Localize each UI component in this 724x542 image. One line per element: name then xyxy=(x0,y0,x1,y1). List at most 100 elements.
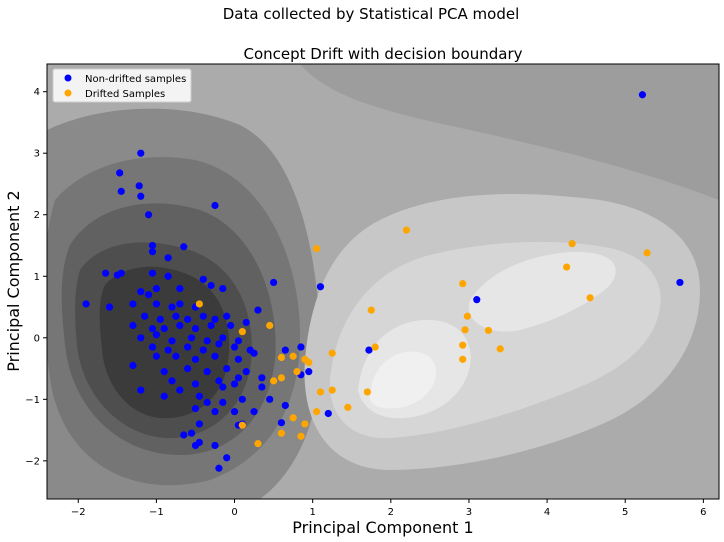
y-tick-label: 3 xyxy=(34,149,40,160)
non-drifted-point-74 xyxy=(234,374,243,382)
drifted-point-10 xyxy=(238,421,246,429)
non-drifted-point-14 xyxy=(148,269,157,277)
non-drifted-point-110 xyxy=(316,283,325,291)
drifted-point-28 xyxy=(461,326,469,334)
non-drifted-point-43 xyxy=(227,321,235,330)
non-drifted-point-10 xyxy=(164,254,172,262)
non-drifted-point-69 xyxy=(223,364,231,373)
x-tick-label: −1 xyxy=(149,507,164,518)
drifted-point-32 xyxy=(496,345,504,353)
non-drifted-point-32 xyxy=(172,312,180,320)
drifted-point-34 xyxy=(568,240,576,248)
drifted-point-16 xyxy=(312,408,321,416)
drifted-point-27 xyxy=(463,312,471,320)
non-drifted-point-96 xyxy=(211,441,219,450)
non-drifted-point-53 xyxy=(164,346,172,354)
x-tick-label: 3 xyxy=(466,507,472,518)
drifted-point-2 xyxy=(238,328,246,336)
non-drifted-point-18 xyxy=(137,288,145,296)
legend-marker-drifted xyxy=(64,89,72,97)
drifted-point-22 xyxy=(367,306,375,314)
non-drifted-point-104 xyxy=(297,343,305,351)
drifted-point-0 xyxy=(195,300,203,308)
non-drifted-point-112 xyxy=(473,296,481,304)
non-drifted-point-83 xyxy=(219,398,227,407)
drifted-point-9 xyxy=(270,377,278,385)
x-tick-label: 6 xyxy=(700,507,706,518)
non-drifted-point-63 xyxy=(234,355,243,363)
non-drifted-point-77 xyxy=(160,392,168,400)
non-drifted-point-89 xyxy=(195,420,203,428)
non-drifted-point-49 xyxy=(203,337,211,345)
non-drifted-point-60 xyxy=(172,352,180,360)
non-drifted-point-6 xyxy=(211,201,219,210)
non-drifted-point-62 xyxy=(211,352,219,360)
y-axis-label: Principal Component 2 xyxy=(4,190,23,371)
non-drifted-point-85 xyxy=(191,404,200,413)
non-drifted-point-73 xyxy=(215,377,223,385)
drifted-point-1 xyxy=(266,321,274,330)
drifted-point-13 xyxy=(297,432,305,440)
non-drifted-point-79 xyxy=(195,392,203,400)
non-drifted-point-15 xyxy=(164,272,172,280)
non-drifted-point-81 xyxy=(230,380,239,388)
non-drifted-point-21 xyxy=(176,284,184,293)
non-drifted-point-1 xyxy=(116,169,124,177)
non-drifted-point-40 xyxy=(176,321,184,330)
drifted-point-15 xyxy=(301,420,309,428)
non-drifted-point-113 xyxy=(638,91,647,99)
drifted-point-29 xyxy=(459,341,467,349)
non-drifted-point-3 xyxy=(135,182,143,190)
non-drifted-point-27 xyxy=(168,303,176,311)
non-drifted-point-88 xyxy=(250,408,258,416)
non-drifted-point-8 xyxy=(148,248,157,256)
non-drifted-point-23 xyxy=(82,300,90,308)
non-drifted-point-57 xyxy=(230,343,239,351)
non-drifted-point-76 xyxy=(137,386,145,394)
non-drifted-point-25 xyxy=(129,300,137,308)
non-drifted-point-24 xyxy=(105,303,114,311)
non-drifted-point-84 xyxy=(238,395,246,403)
non-drifted-point-31 xyxy=(156,315,164,323)
drifted-point-18 xyxy=(328,386,336,394)
points-layer xyxy=(82,91,684,472)
drifted-point-19 xyxy=(328,349,336,357)
non-drifted-point-107 xyxy=(281,401,289,410)
x-ticks: −2 −1 0 1 2 3 4 5 6 xyxy=(71,499,707,518)
drifted-point-21 xyxy=(363,388,371,396)
non-drifted-point-47 xyxy=(168,337,176,345)
non-drifted-point-65 xyxy=(129,361,137,370)
non-drifted-point-86 xyxy=(211,408,219,416)
drifted-point-12 xyxy=(277,429,286,437)
legend-box xyxy=(52,68,192,103)
non-drifted-point-103 xyxy=(281,346,289,354)
drifted-point-3 xyxy=(277,353,286,362)
non-drifted-point-13 xyxy=(117,269,125,277)
non-drifted-point-108 xyxy=(277,419,286,427)
drifted-point-26 xyxy=(459,280,467,288)
non-drifted-point-75 xyxy=(258,374,266,382)
non-drifted-point-55 xyxy=(199,346,207,354)
x-tick-label: −2 xyxy=(71,507,86,518)
non-drifted-point-30 xyxy=(141,312,149,320)
drifted-point-14 xyxy=(289,414,297,422)
non-drifted-point-70 xyxy=(242,368,250,376)
non-drifted-point-36 xyxy=(223,312,231,320)
non-drifted-point-50 xyxy=(219,334,227,342)
drifted-point-8 xyxy=(277,374,286,382)
x-tick-label: 0 xyxy=(231,507,237,518)
non-drifted-point-93 xyxy=(187,429,196,437)
drifted-point-33 xyxy=(563,263,571,271)
drifted-point-36 xyxy=(643,249,651,257)
non-drifted-point-34 xyxy=(199,312,207,320)
non-drifted-point-35 xyxy=(211,315,219,323)
non-drifted-point-52 xyxy=(148,343,157,351)
x-tick-label: 2 xyxy=(388,507,394,518)
drifted-point-11 xyxy=(254,440,262,448)
non-drifted-point-22 xyxy=(219,284,227,293)
non-drifted-point-59 xyxy=(152,352,160,360)
y-tick-label: −1 xyxy=(25,395,40,406)
drifted-point-30 xyxy=(459,355,467,363)
figure-suptitle: Data collected by Statistical PCA model xyxy=(223,5,520,23)
non-drifted-point-111 xyxy=(365,346,373,354)
